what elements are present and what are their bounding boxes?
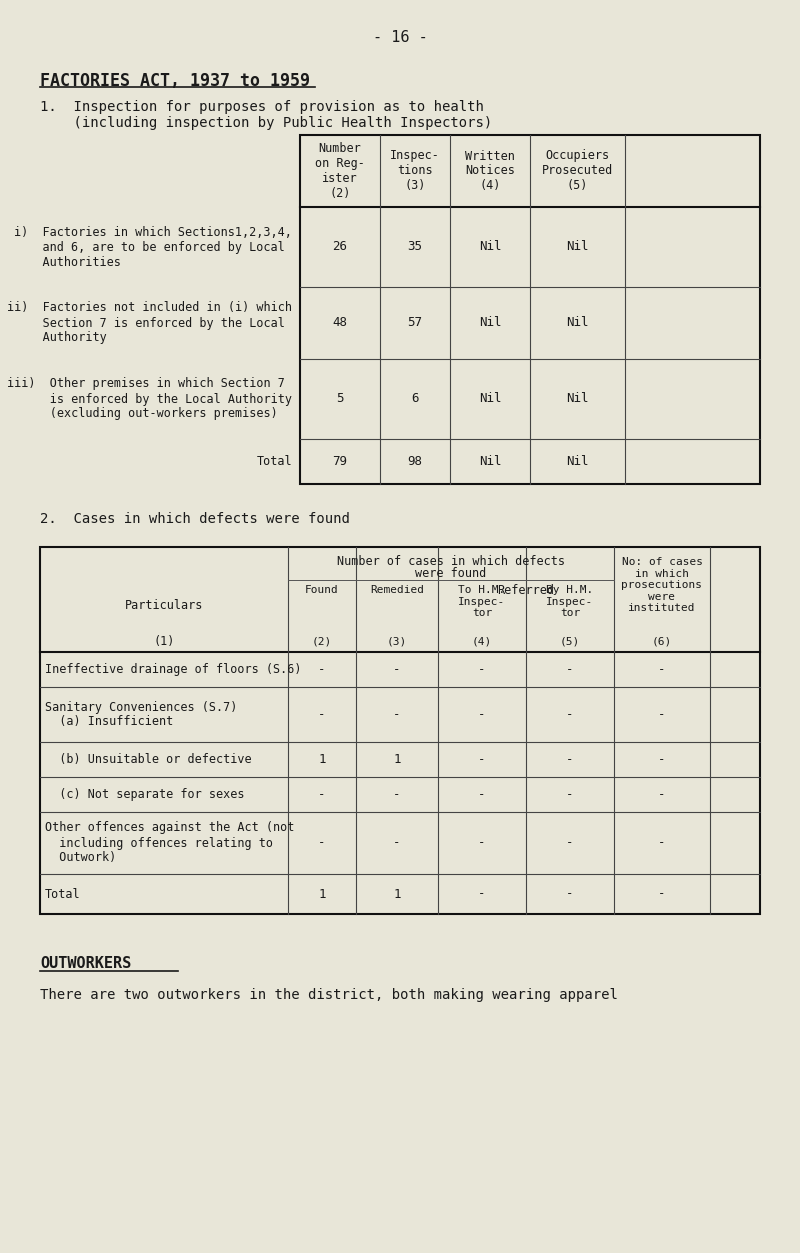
Text: (4): (4) <box>472 637 492 647</box>
Text: -: - <box>318 708 326 720</box>
Text: 1: 1 <box>394 887 401 901</box>
Text: -: - <box>478 837 486 850</box>
Text: 6: 6 <box>411 392 418 406</box>
Text: Nil: Nil <box>478 241 502 253</box>
Text: Referred: Referred <box>498 584 554 596</box>
Text: Nil: Nil <box>478 392 502 406</box>
Text: OUTWORKERS: OUTWORKERS <box>40 956 131 971</box>
Text: Total: Total <box>45 887 81 901</box>
Text: -: - <box>566 788 574 801</box>
Text: Nil: Nil <box>566 392 589 406</box>
Text: -: - <box>566 663 574 677</box>
Text: (6): (6) <box>652 637 672 647</box>
Text: -: - <box>318 663 326 677</box>
Text: -: - <box>566 837 574 850</box>
Text: -: - <box>566 753 574 766</box>
Text: 79: 79 <box>333 455 347 469</box>
Text: Number of cases in which defects: Number of cases in which defects <box>337 555 565 568</box>
Text: -: - <box>318 788 326 801</box>
Text: -: - <box>478 788 486 801</box>
Text: -: - <box>566 708 574 720</box>
Text: iii)  Other premises in which Section 7
      is enforced by the Local Authority: iii) Other premises in which Section 7 i… <box>7 377 292 421</box>
Text: -: - <box>566 887 574 901</box>
Text: i)  Factories in which Sections1,2,3,4,
    and 6, are to be enforced by Local
 : i) Factories in which Sections1,2,3,4, a… <box>14 226 292 268</box>
Text: FACTORIES ACT, 1937 to 1959: FACTORIES ACT, 1937 to 1959 <box>40 71 310 90</box>
Text: 1.  Inspection for purposes of provision as to health
    (including inspection : 1. Inspection for purposes of provision … <box>40 100 492 130</box>
Text: 2.  Cases in which defects were found: 2. Cases in which defects were found <box>40 512 350 526</box>
Text: -: - <box>394 663 401 677</box>
Text: ii)  Factories not included in (i) which
     Section 7 is enforced by the Local: ii) Factories not included in (i) which … <box>7 302 292 345</box>
Text: -: - <box>478 708 486 720</box>
Text: -: - <box>478 887 486 901</box>
Text: 5: 5 <box>336 392 344 406</box>
Text: (2): (2) <box>312 637 332 647</box>
Text: (1): (1) <box>154 635 174 648</box>
Text: No: of cases
in which
prosecutions
were
instituted: No: of cases in which prosecutions were … <box>622 558 702 614</box>
Text: Sanitary Conveniences (S.7)
  (a) Insufficient: Sanitary Conveniences (S.7) (a) Insuffic… <box>45 700 238 728</box>
Text: (3): (3) <box>387 637 407 647</box>
Text: Number
on Reg-
ister
(2): Number on Reg- ister (2) <box>315 142 365 200</box>
Text: -: - <box>478 753 486 766</box>
Text: -: - <box>658 753 666 766</box>
Text: 26: 26 <box>333 241 347 253</box>
Text: were found: were found <box>415 568 486 580</box>
Text: -: - <box>394 788 401 801</box>
Text: Nil: Nil <box>566 317 589 330</box>
Text: Total: Total <box>256 455 292 469</box>
Text: -: - <box>658 887 666 901</box>
Text: -: - <box>658 788 666 801</box>
Text: There are two outworkers in the district, both making wearing apparel: There are two outworkers in the district… <box>40 989 618 1002</box>
Text: Found: Found <box>305 585 339 595</box>
Text: -: - <box>478 663 486 677</box>
Text: Particulars: Particulars <box>125 599 203 611</box>
Text: Nil: Nil <box>566 241 589 253</box>
Text: 35: 35 <box>407 241 422 253</box>
Text: Inspec-
tions
(3): Inspec- tions (3) <box>390 149 440 193</box>
Text: Nil: Nil <box>478 317 502 330</box>
Text: Occupiers
Prosecuted
(5): Occupiers Prosecuted (5) <box>542 149 613 193</box>
Text: -: - <box>394 708 401 720</box>
Text: Ineffective drainage of floors (S.6): Ineffective drainage of floors (S.6) <box>45 663 302 677</box>
Text: (5): (5) <box>560 637 580 647</box>
Text: 1: 1 <box>318 753 326 766</box>
Text: 57: 57 <box>407 317 422 330</box>
Text: -: - <box>394 837 401 850</box>
Text: Other offences against the Act (not
  including offences relating to
  Outwork): Other offences against the Act (not incl… <box>45 822 294 865</box>
Text: 48: 48 <box>333 317 347 330</box>
Text: 98: 98 <box>407 455 422 469</box>
Text: Nil: Nil <box>566 455 589 469</box>
Text: Remedied: Remedied <box>370 585 424 595</box>
Text: By H.M.
Inspec-
tor: By H.M. Inspec- tor <box>546 585 594 618</box>
Text: - 16 -: - 16 - <box>373 30 427 45</box>
Text: -: - <box>658 708 666 720</box>
Text: -: - <box>658 663 666 677</box>
Text: Written
Notices
(4): Written Notices (4) <box>465 149 515 193</box>
Bar <box>40 548 760 913</box>
Bar <box>300 135 760 484</box>
Text: (b) Unsuitable or defective: (b) Unsuitable or defective <box>45 753 252 766</box>
Text: To H.M.
Inspec-
tor: To H.M. Inspec- tor <box>458 585 506 618</box>
Text: 1: 1 <box>394 753 401 766</box>
Text: (c) Not separate for sexes: (c) Not separate for sexes <box>45 788 245 801</box>
Text: -: - <box>318 837 326 850</box>
Text: -: - <box>658 837 666 850</box>
Text: 1: 1 <box>318 887 326 901</box>
Text: Nil: Nil <box>478 455 502 469</box>
